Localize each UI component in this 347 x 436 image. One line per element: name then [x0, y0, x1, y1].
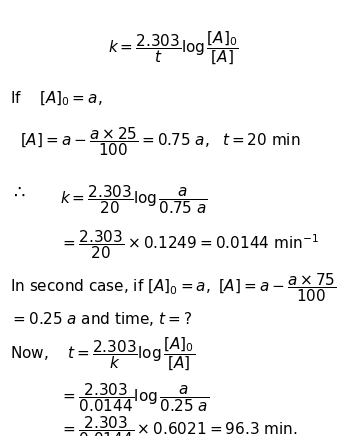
Text: $[A] = a - \dfrac{a \times 25}{100} = 0.75\ a,\ \ t = 20\ \mathrm{min}$: $[A] = a - \dfrac{a \times 25}{100} = 0.…	[20, 125, 301, 158]
Text: $k = \dfrac{2.303}{20} \log \dfrac{a}{0.75\ a}$: $k = \dfrac{2.303}{20} \log \dfrac{a}{0.…	[60, 183, 208, 216]
Text: $= \dfrac{2.303}{0.0144} \times 0.6021 = 96.3\ \mathrm{min.}$: $= \dfrac{2.303}{0.0144} \times 0.6021 =…	[60, 414, 298, 436]
Text: $\therefore$: $\therefore$	[10, 183, 26, 201]
Text: $k = \dfrac{2.303}{t} \log \dfrac{[A]_0}{[A]}$: $k = \dfrac{2.303}{t} \log \dfrac{[A]_0}…	[108, 30, 238, 67]
Text: $= \dfrac{2.303}{20} \times 0.1249 = 0.0144\ \mathrm{min}^{-1}$: $= \dfrac{2.303}{20} \times 0.1249 = 0.0…	[60, 228, 319, 261]
Text: $= 0.25\ a$ and time, $t = ?$: $= 0.25\ a$ and time, $t = ?$	[10, 310, 192, 328]
Text: Now,    $t = \dfrac{2.303}{k} \log \dfrac{[A]_0}{[A]}$: Now, $t = \dfrac{2.303}{k} \log \dfrac{[…	[10, 336, 195, 373]
Text: $= \dfrac{2.303}{0.0144} \log \dfrac{a}{0.25\ a}$: $= \dfrac{2.303}{0.0144} \log \dfrac{a}{…	[60, 381, 209, 414]
Text: In second case, if $[A]_0 = a,\ [A] = a - \dfrac{a \times 75}{100}$: In second case, if $[A]_0 = a,\ [A] = a …	[10, 271, 337, 304]
Text: If    $[A]_0 = a,$: If $[A]_0 = a,$	[10, 90, 102, 109]
